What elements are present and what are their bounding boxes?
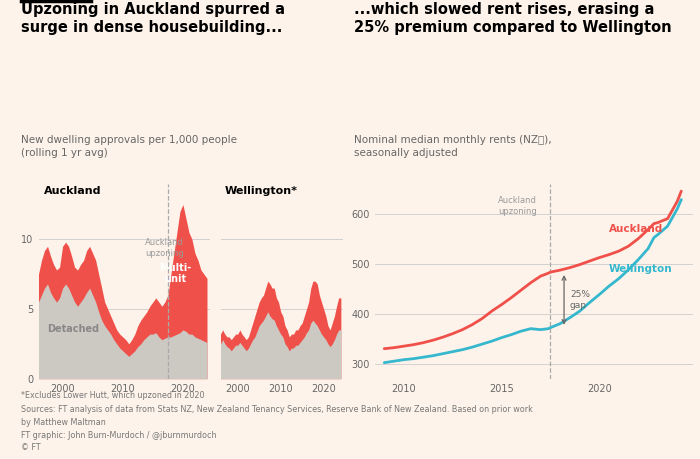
Text: by Matthew Maltman: by Matthew Maltman [21,418,106,427]
Text: FT graphic: John Burn-Murdoch / @jburnmurdoch: FT graphic: John Burn-Murdoch / @jburnmu… [21,431,216,440]
Text: Sources: FT analysis of data from Stats NZ, New Zealand Tenancy Services, Reserv: Sources: FT analysis of data from Stats … [21,405,533,414]
Text: Detached: Detached [47,324,99,334]
Text: Upzoning in Auckland spurred a
surge in dense housebuilding...: Upzoning in Auckland spurred a surge in … [21,2,285,35]
Text: Nominal median monthly rents (NZⓈ),
seasonally adjusted: Nominal median monthly rents (NZⓈ), seas… [354,135,551,158]
Text: New dwelling approvals per 1,000 people
(rolling 1 yr avg): New dwelling approvals per 1,000 people … [21,135,237,158]
Text: *Excludes Lower Hutt, which upzoned in 2020: *Excludes Lower Hutt, which upzoned in 2… [21,391,204,400]
Text: Auckland: Auckland [609,224,663,234]
Text: © FT: © FT [21,443,41,453]
Text: Multi-
unit: Multi- unit [160,263,192,284]
Text: Auckland: Auckland [43,185,101,196]
Text: 25%
gap: 25% gap [570,290,590,310]
Text: ...which slowed rent rises, erasing a
25% premium compared to Wellington: ...which slowed rent rises, erasing a 25… [354,2,671,35]
Text: Wellington: Wellington [609,263,673,274]
Text: Auckland
upzoning: Auckland upzoning [145,238,183,258]
Text: Auckland
upzoning: Auckland upzoning [498,196,537,216]
Text: Wellington*: Wellington* [224,185,298,196]
